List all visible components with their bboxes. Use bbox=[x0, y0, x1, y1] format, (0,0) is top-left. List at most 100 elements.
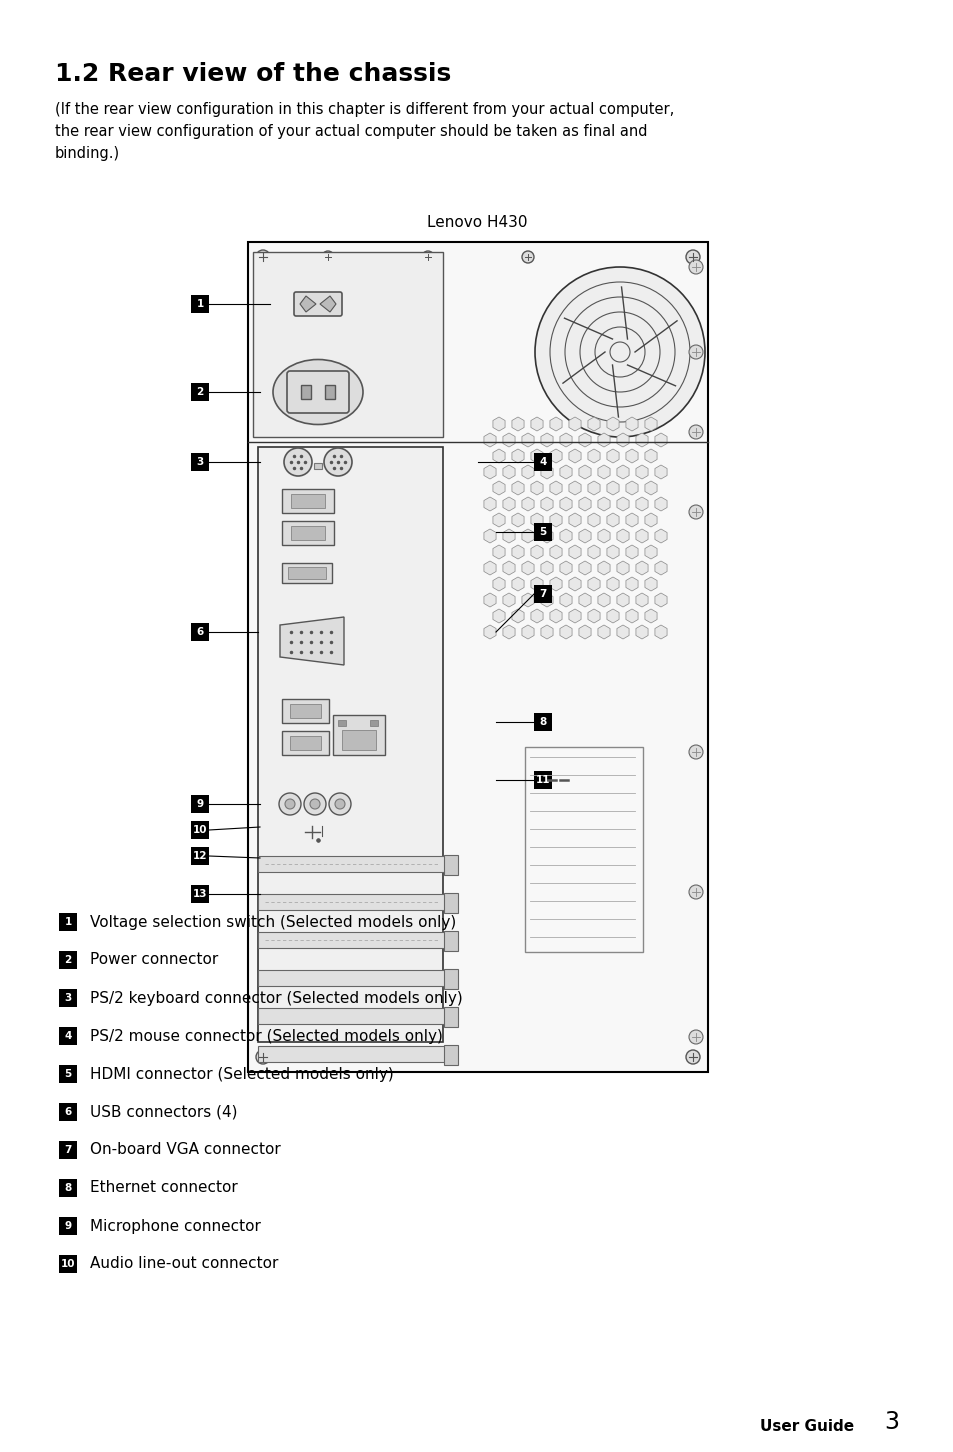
FancyBboxPatch shape bbox=[282, 563, 332, 584]
FancyBboxPatch shape bbox=[443, 968, 457, 989]
Polygon shape bbox=[568, 576, 580, 591]
Polygon shape bbox=[578, 465, 591, 479]
Polygon shape bbox=[625, 481, 638, 495]
FancyBboxPatch shape bbox=[59, 989, 77, 1008]
Polygon shape bbox=[598, 433, 609, 447]
Polygon shape bbox=[655, 529, 666, 543]
Text: 4: 4 bbox=[64, 1031, 71, 1041]
FancyBboxPatch shape bbox=[257, 447, 442, 1043]
Polygon shape bbox=[655, 497, 666, 511]
FancyBboxPatch shape bbox=[443, 855, 457, 876]
Polygon shape bbox=[617, 497, 628, 511]
Polygon shape bbox=[540, 624, 553, 639]
Polygon shape bbox=[578, 624, 591, 639]
Text: 11: 11 bbox=[536, 775, 550, 786]
Text: 5: 5 bbox=[64, 1069, 71, 1079]
FancyBboxPatch shape bbox=[534, 585, 552, 603]
FancyBboxPatch shape bbox=[282, 730, 329, 755]
FancyBboxPatch shape bbox=[290, 704, 320, 717]
Text: 1: 1 bbox=[196, 299, 203, 309]
Polygon shape bbox=[598, 529, 609, 543]
Polygon shape bbox=[483, 624, 496, 639]
Polygon shape bbox=[502, 529, 515, 543]
Polygon shape bbox=[280, 617, 344, 665]
Text: 7: 7 bbox=[64, 1146, 71, 1154]
FancyBboxPatch shape bbox=[370, 720, 377, 726]
Polygon shape bbox=[540, 560, 553, 575]
Polygon shape bbox=[512, 544, 523, 559]
Ellipse shape bbox=[273, 360, 363, 424]
FancyBboxPatch shape bbox=[282, 698, 329, 723]
Polygon shape bbox=[598, 497, 609, 511]
Polygon shape bbox=[587, 513, 599, 527]
Polygon shape bbox=[568, 544, 580, 559]
Polygon shape bbox=[655, 560, 666, 575]
Polygon shape bbox=[578, 433, 591, 447]
Polygon shape bbox=[549, 481, 561, 495]
Circle shape bbox=[688, 260, 702, 274]
Text: 10: 10 bbox=[61, 1259, 75, 1269]
Polygon shape bbox=[540, 529, 553, 543]
FancyBboxPatch shape bbox=[59, 951, 77, 968]
FancyBboxPatch shape bbox=[191, 383, 209, 401]
Polygon shape bbox=[531, 449, 542, 463]
Polygon shape bbox=[636, 465, 647, 479]
FancyBboxPatch shape bbox=[253, 253, 442, 437]
Polygon shape bbox=[559, 433, 572, 447]
Polygon shape bbox=[512, 449, 523, 463]
Polygon shape bbox=[502, 433, 515, 447]
FancyBboxPatch shape bbox=[191, 295, 209, 314]
Circle shape bbox=[685, 250, 700, 264]
FancyBboxPatch shape bbox=[59, 1141, 77, 1159]
Text: Ethernet connector: Ethernet connector bbox=[90, 1180, 237, 1195]
Polygon shape bbox=[559, 624, 572, 639]
Polygon shape bbox=[644, 544, 657, 559]
Text: 3: 3 bbox=[64, 993, 71, 1003]
Circle shape bbox=[278, 793, 301, 815]
Polygon shape bbox=[559, 529, 572, 543]
FancyBboxPatch shape bbox=[59, 1179, 77, 1196]
Polygon shape bbox=[549, 608, 561, 623]
Polygon shape bbox=[587, 544, 599, 559]
Polygon shape bbox=[606, 417, 618, 431]
FancyBboxPatch shape bbox=[248, 242, 707, 1072]
FancyBboxPatch shape bbox=[333, 714, 385, 755]
Circle shape bbox=[255, 1050, 270, 1064]
Polygon shape bbox=[625, 449, 638, 463]
Circle shape bbox=[688, 346, 702, 359]
Polygon shape bbox=[549, 576, 561, 591]
Circle shape bbox=[285, 799, 294, 809]
Text: 2: 2 bbox=[196, 388, 203, 396]
Circle shape bbox=[310, 799, 319, 809]
FancyBboxPatch shape bbox=[59, 1064, 77, 1083]
FancyBboxPatch shape bbox=[191, 847, 209, 865]
Text: USB connectors (4): USB connectors (4) bbox=[90, 1105, 237, 1119]
Text: 4: 4 bbox=[538, 457, 546, 468]
Polygon shape bbox=[587, 481, 599, 495]
Polygon shape bbox=[540, 433, 553, 447]
Polygon shape bbox=[578, 497, 591, 511]
FancyBboxPatch shape bbox=[341, 730, 375, 751]
Text: 8: 8 bbox=[64, 1183, 71, 1194]
Polygon shape bbox=[568, 608, 580, 623]
Text: 9: 9 bbox=[65, 1221, 71, 1231]
Polygon shape bbox=[521, 624, 534, 639]
FancyBboxPatch shape bbox=[282, 489, 334, 513]
Polygon shape bbox=[568, 417, 580, 431]
Polygon shape bbox=[655, 592, 666, 607]
Circle shape bbox=[688, 745, 702, 759]
Polygon shape bbox=[578, 560, 591, 575]
FancyBboxPatch shape bbox=[257, 970, 448, 986]
FancyBboxPatch shape bbox=[59, 1027, 77, 1045]
Polygon shape bbox=[587, 576, 599, 591]
Polygon shape bbox=[625, 544, 638, 559]
Polygon shape bbox=[655, 465, 666, 479]
Polygon shape bbox=[568, 481, 580, 495]
Polygon shape bbox=[644, 481, 657, 495]
Polygon shape bbox=[502, 592, 515, 607]
Polygon shape bbox=[512, 513, 523, 527]
Polygon shape bbox=[606, 513, 618, 527]
Polygon shape bbox=[512, 481, 523, 495]
Circle shape bbox=[685, 1050, 700, 1064]
Polygon shape bbox=[617, 433, 628, 447]
